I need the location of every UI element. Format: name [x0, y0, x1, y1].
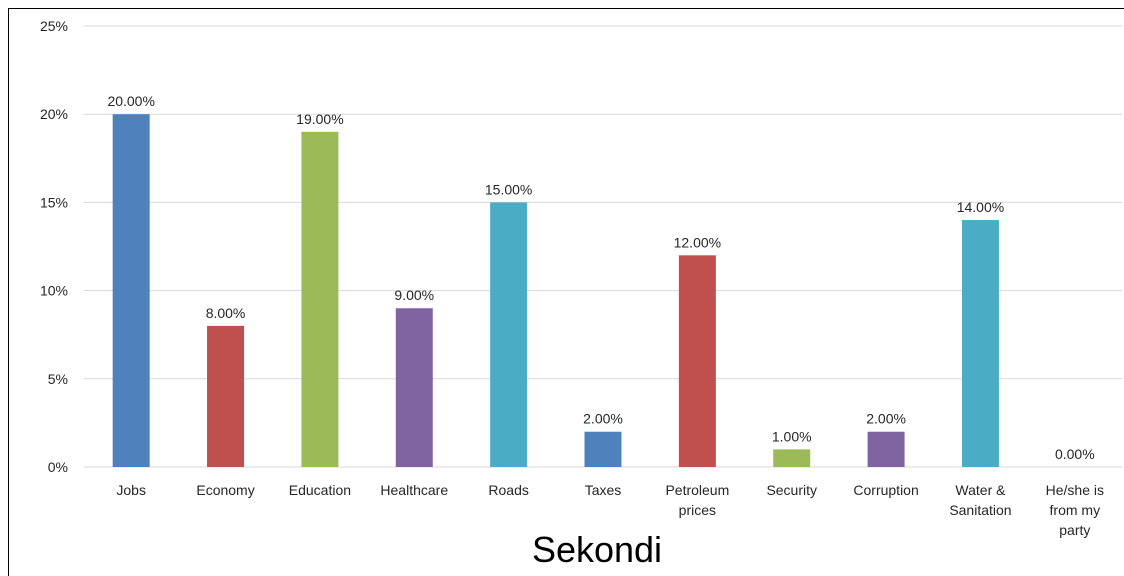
- category-label: Taxes: [585, 482, 622, 498]
- y-tick-label: 15%: [40, 194, 68, 210]
- category-label: Healthcare: [380, 482, 448, 498]
- bars: [112, 114, 999, 467]
- category-label: from my: [1050, 502, 1101, 518]
- data-label: 0.00%: [1055, 446, 1095, 462]
- category-label: Petroleum: [665, 482, 729, 498]
- bar: [301, 131, 339, 467]
- data-label: 15.00%: [485, 181, 532, 197]
- data-label: 2.00%: [583, 411, 623, 427]
- bar: [961, 220, 999, 467]
- data-label: 19.00%: [296, 111, 343, 127]
- data-label: 8.00%: [206, 305, 246, 321]
- data-label: 14.00%: [957, 199, 1004, 215]
- axes: 0% 5% 10% 15% 20% 25%: [40, 18, 1122, 475]
- y-tick-label: 20%: [40, 106, 68, 122]
- category-label: Jobs: [116, 482, 146, 498]
- chart-frame: [8, 8, 1124, 576]
- category-label: Economy: [196, 482, 254, 498]
- category-labels: Jobs Economy Education Healthcare Roads Taxes…: [116, 482, 1104, 538]
- bar: [584, 431, 622, 467]
- bar: [867, 431, 905, 467]
- category-label: Water &: [955, 482, 1006, 498]
- bar: [112, 114, 150, 467]
- bar: [490, 202, 528, 467]
- category-label: Security: [766, 482, 817, 498]
- data-labels: 20.00% 8.00% 19.00% 9.00% 15.00% 2.00% 12.00% 1…: [107, 93, 1094, 462]
- data-label: 20.00%: [107, 93, 154, 109]
- data-label: 1.00%: [772, 428, 812, 444]
- y-tick-label: 0%: [48, 459, 68, 475]
- bar: [207, 325, 245, 467]
- bar: [395, 308, 433, 467]
- data-label: 2.00%: [866, 411, 906, 427]
- bar: [773, 449, 811, 467]
- chart-title: Sekondi: [532, 529, 662, 570]
- y-tick-label: 5%: [48, 371, 68, 387]
- gridlines: [84, 25, 1122, 380]
- category-label: He/she is: [1046, 482, 1104, 498]
- y-tick-label: 10%: [40, 283, 68, 299]
- category-label: Corruption: [853, 482, 918, 498]
- bar: [678, 255, 716, 467]
- category-label: Education: [289, 482, 351, 498]
- data-label: 12.00%: [674, 234, 721, 250]
- category-label: Sanitation: [949, 502, 1011, 518]
- category-label: prices: [679, 502, 716, 518]
- y-tick-label: 25%: [40, 18, 68, 34]
- category-label: Roads: [488, 482, 528, 498]
- data-label: 9.00%: [394, 287, 434, 303]
- category-label: party: [1059, 522, 1090, 538]
